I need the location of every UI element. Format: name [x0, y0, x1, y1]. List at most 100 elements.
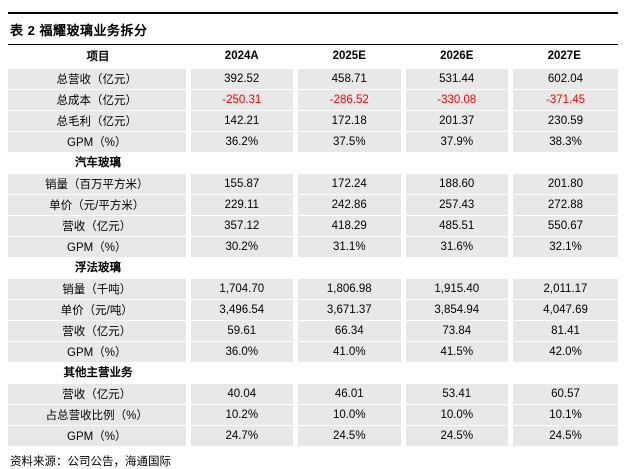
- value-cell: 272.88: [508, 193, 618, 215]
- value-cell: [510, 257, 618, 278]
- value-cell: 42.0%: [508, 340, 618, 362]
- value-cell: 10.2%: [185, 403, 296, 425]
- value-cell: 201.80: [508, 172, 618, 194]
- section-header-row: 其他主营业务: [8, 362, 618, 383]
- value-cell: 10.1%: [508, 403, 618, 425]
- value-cell: [295, 152, 403, 173]
- value-cell: 41.0%: [293, 340, 403, 362]
- row-label-cell: GPM（%）: [8, 340, 188, 362]
- value-cell: 53.41: [400, 382, 511, 404]
- value-cell: 36.2%: [185, 130, 296, 152]
- row-label-cell: 单价（元/平方米）: [8, 193, 188, 215]
- value-cell: 24.5%: [508, 424, 618, 446]
- column-header-2025e: 2025E: [295, 45, 403, 68]
- row-label-cell: 营收（亿元）: [8, 214, 188, 236]
- value-cell: 188.60: [400, 172, 511, 194]
- value-cell: -330.08: [400, 88, 511, 110]
- value-cell: 46.01: [293, 382, 403, 404]
- report-table-block: 表 2 福耀玻璃业务拆分 项目 2024A 2025E 2026E 2027E …: [8, 12, 618, 469]
- value-cell: 60.57: [508, 382, 618, 404]
- column-header-2026e: 2026E: [403, 45, 511, 68]
- value-cell: 81.41: [508, 319, 618, 341]
- value-cell: 531.44: [400, 67, 511, 89]
- value-cell: 201.37: [400, 109, 511, 131]
- table-row: 单价（元/吨） 3,496.54 3,671.37 3,854.94 4,047.69: [8, 298, 618, 320]
- value-cell: 59.61: [185, 319, 296, 341]
- value-cell: 418.29: [293, 214, 403, 236]
- table-row: 营收（亿元） 357.12 418.29 485.51 550.67: [8, 214, 618, 236]
- value-cell: [403, 152, 511, 173]
- value-cell: 31.6%: [400, 235, 511, 257]
- value-cell: 2,011.17: [508, 277, 618, 299]
- value-cell: 3,854.94: [400, 298, 511, 320]
- value-cell: 36.0%: [185, 340, 296, 362]
- value-cell: [403, 257, 511, 278]
- table-row: 销量（百万平方米） 155.87 172.24 188.60 201.80: [8, 172, 618, 194]
- value-cell: -250.31: [185, 88, 296, 110]
- value-cell: 257.43: [400, 193, 511, 215]
- value-cell: 10.0%: [400, 403, 511, 425]
- value-cell: 1,704.70: [185, 277, 296, 299]
- value-cell: [403, 362, 511, 383]
- value-cell: -286.52: [293, 88, 403, 110]
- value-cell: 24.5%: [293, 424, 403, 446]
- value-cell: 392.52: [185, 67, 296, 89]
- table-row: 营收（亿元） 40.04 46.01 53.41 60.57: [8, 382, 618, 404]
- value-cell: 31.1%: [293, 235, 403, 257]
- table-header-row: 项目 2024A 2025E 2026E 2027E: [8, 45, 618, 68]
- table-row: GPM（%） 36.0% 41.0% 41.5% 42.0%: [8, 340, 618, 362]
- value-cell: 1,915.40: [400, 277, 511, 299]
- row-label-cell: 占总营收比例（%）: [8, 403, 188, 425]
- section-header-row: 浮法玻璃: [8, 257, 618, 278]
- value-cell: 66.34: [293, 319, 403, 341]
- section-label-cell: 浮法玻璃: [8, 257, 188, 278]
- row-label-cell: 总毛利（亿元）: [8, 109, 188, 131]
- section-header-row: 汽车玻璃: [8, 152, 618, 173]
- business-breakdown-table: 项目 2024A 2025E 2026E 2027E 总营收（亿元） 392.52…: [8, 45, 618, 446]
- value-cell: 10.0%: [293, 403, 403, 425]
- value-cell: 24.7%: [185, 424, 296, 446]
- value-cell: 485.51: [400, 214, 511, 236]
- value-cell: 24.5%: [400, 424, 511, 446]
- value-cell: 3,496.54: [185, 298, 296, 320]
- section-label-cell: 其他主营业务: [8, 362, 188, 383]
- value-cell: [295, 257, 403, 278]
- section-label-cell: 汽车玻璃: [8, 152, 188, 173]
- value-cell: 3,671.37: [293, 298, 403, 320]
- value-cell: [188, 152, 296, 173]
- value-cell: 602.04: [508, 67, 618, 89]
- value-cell: 73.84: [400, 319, 511, 341]
- column-header-2027e: 2027E: [510, 45, 618, 68]
- value-cell: 41.5%: [400, 340, 511, 362]
- table-body: 总营收（亿元） 392.52 458.71 531.44 602.04 总成本（亿元） -2…: [8, 67, 618, 446]
- table-row: GPM（%） 36.2% 37.5% 37.9% 38.3%: [8, 130, 618, 152]
- row-label-cell: 总营收（亿元）: [8, 67, 188, 89]
- row-label-cell: GPM（%）: [8, 130, 188, 152]
- value-cell: 30.2%: [185, 235, 296, 257]
- row-label-cell: 销量（百万平方米）: [8, 172, 188, 194]
- row-label-cell: GPM（%）: [8, 235, 188, 257]
- column-header-2024a: 2024A: [188, 45, 296, 68]
- row-label-cell: 营收（亿元）: [8, 319, 188, 341]
- value-cell: [510, 362, 618, 383]
- value-cell: 172.18: [293, 109, 403, 131]
- table-row: 营收（亿元） 59.61 66.34 73.84 81.41: [8, 319, 618, 341]
- value-cell: 142.21: [185, 109, 296, 131]
- value-cell: 242.86: [293, 193, 403, 215]
- value-cell: [295, 362, 403, 383]
- row-label-cell: 营收（亿元）: [8, 382, 188, 404]
- row-label-cell: 单价（元/吨）: [8, 298, 188, 320]
- value-cell: 458.71: [293, 67, 403, 89]
- value-cell: 1,806.98: [293, 277, 403, 299]
- value-cell: 155.87: [185, 172, 296, 194]
- column-header-item: 项目: [8, 45, 188, 68]
- row-label-cell: 总成本（亿元）: [8, 88, 188, 110]
- table-row: 占总营收比例（%） 10.2% 10.0% 10.0% 10.1%: [8, 403, 618, 425]
- table-row: GPM（%） 24.7% 24.5% 24.5% 24.5%: [8, 424, 618, 446]
- table-row: 总营收（亿元） 392.52 458.71 531.44 602.04: [8, 67, 618, 89]
- value-cell: 32.1%: [508, 235, 618, 257]
- value-cell: [188, 362, 296, 383]
- value-cell: 230.59: [508, 109, 618, 131]
- table-row: GPM（%） 30.2% 31.1% 31.6% 32.1%: [8, 235, 618, 257]
- row-label-cell: GPM（%）: [8, 424, 188, 446]
